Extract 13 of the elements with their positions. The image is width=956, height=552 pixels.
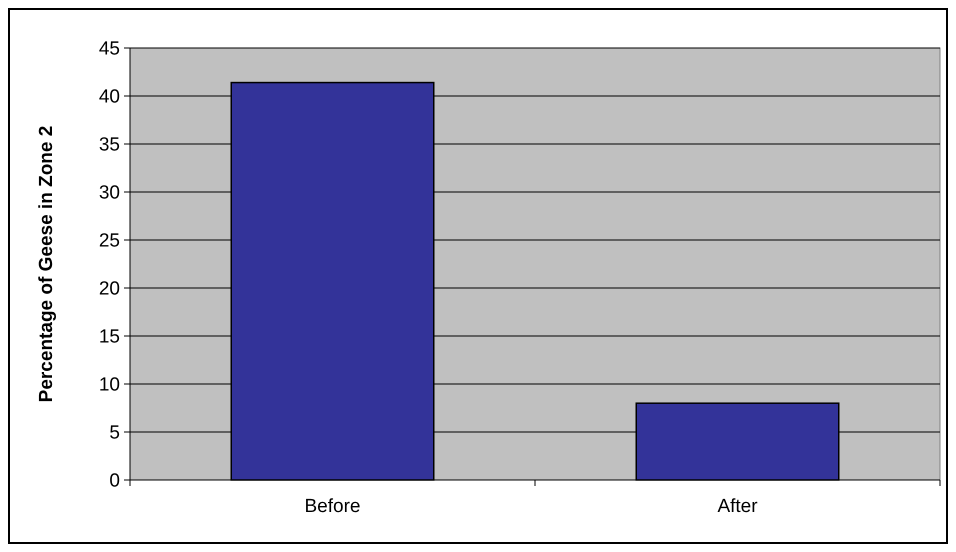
y-axis-title: Percentage of Geese in Zone 2 (36, 126, 57, 402)
y-tick-label: 5 (109, 422, 120, 444)
y-tick-label: 45 (98, 38, 120, 60)
y-tick-label: 35 (98, 134, 120, 156)
y-tick-label: 0 (109, 470, 120, 492)
y-tick-label: 30 (98, 182, 120, 204)
y-tick-label: 10 (98, 374, 120, 396)
x-tick-label: After (717, 496, 758, 517)
x-tick-label: Before (304, 496, 360, 517)
y-tick-label: 25 (98, 230, 120, 252)
y-tick-label: 15 (98, 326, 120, 348)
y-tick-label: 20 (98, 278, 120, 300)
y-tick-label: 40 (98, 86, 120, 108)
